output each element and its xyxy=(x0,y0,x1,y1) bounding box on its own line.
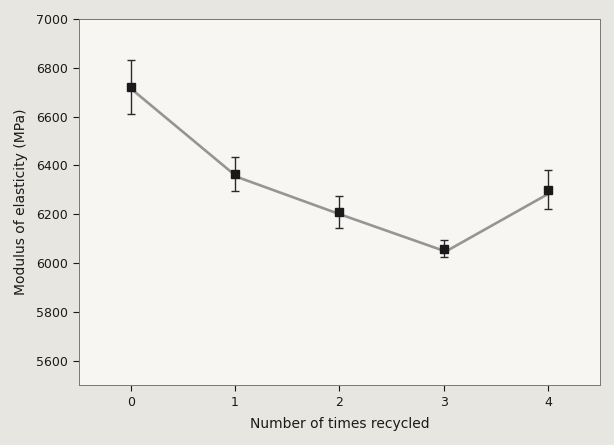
Y-axis label: Modulus of elasticity (MPa): Modulus of elasticity (MPa) xyxy=(14,109,28,295)
X-axis label: Number of times recycled: Number of times recycled xyxy=(249,417,429,431)
